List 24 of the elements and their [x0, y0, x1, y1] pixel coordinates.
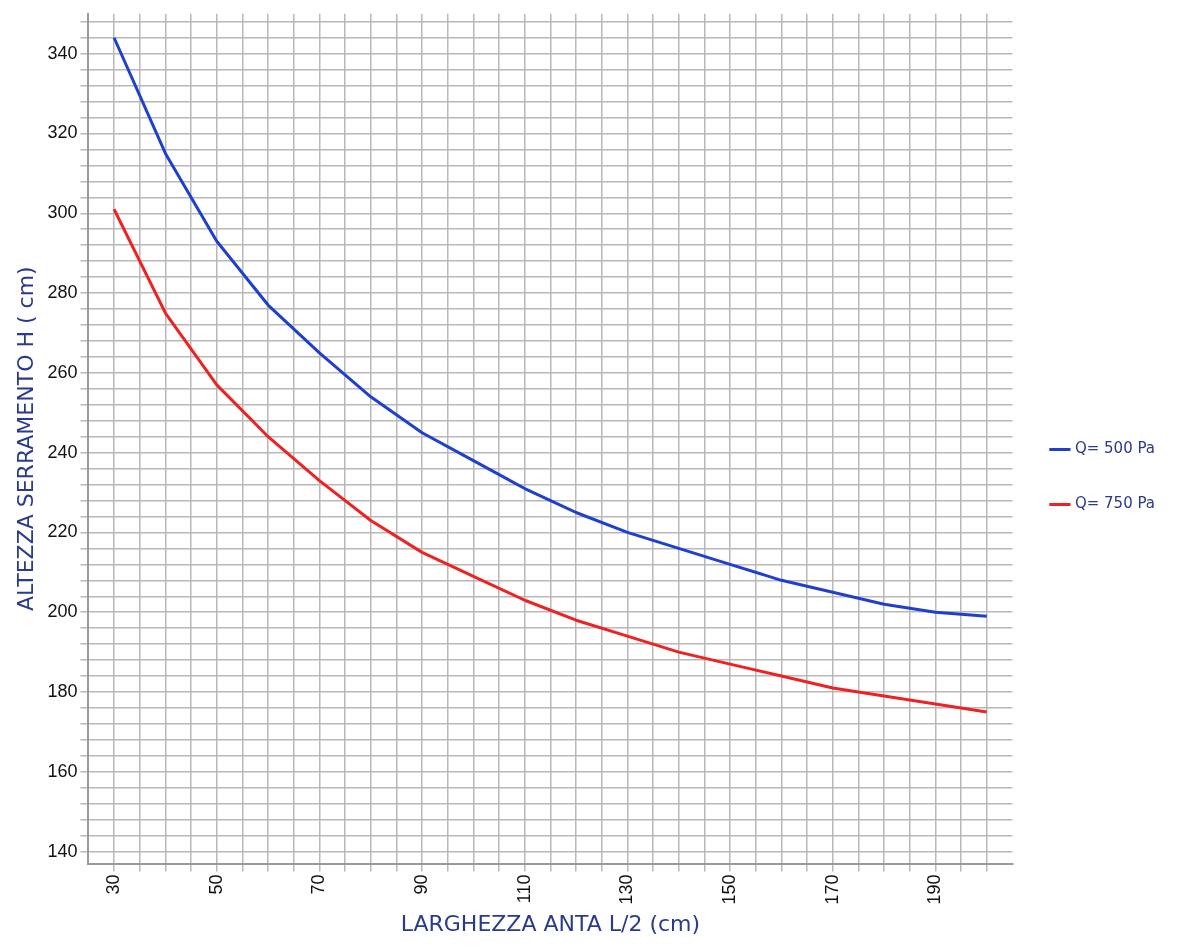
y-tick-label: 260 — [47, 361, 78, 382]
x-tick-label: 130 — [616, 874, 637, 905]
y-tick-label: 240 — [47, 441, 78, 462]
y-tick-label: 180 — [47, 680, 78, 701]
y-tick-label: 300 — [47, 202, 78, 223]
y-tick-label: 320 — [47, 122, 78, 143]
y-axis-title: ALTEZZA SERRAMENTO H ( cm) — [12, 266, 38, 612]
y-tick-label: 280 — [47, 282, 78, 303]
y-tick-label: 340 — [47, 42, 78, 63]
x-tick-label: 30 — [103, 874, 124, 895]
x-tick-label: 90 — [411, 874, 432, 895]
x-tick-label: 170 — [821, 874, 842, 905]
legend-label: Q= 750 Pa — [1074, 494, 1155, 513]
x-tick-label: 110 — [513, 874, 534, 904]
x-axis-title: LARGHEZZA ANTA L/2 (cm) — [400, 910, 701, 936]
x-tick-label: 50 — [205, 874, 226, 895]
x-tick-label: 190 — [924, 874, 945, 905]
y-tick-label: 140 — [47, 840, 78, 861]
y-tick-label: 220 — [47, 521, 78, 542]
legend-label: Q= 500 Pa — [1074, 439, 1155, 458]
y-tick-label: 160 — [47, 760, 78, 781]
x-tick-label: 150 — [719, 874, 740, 905]
x-tick-label: 70 — [308, 874, 329, 895]
y-tick-label: 200 — [47, 601, 78, 622]
